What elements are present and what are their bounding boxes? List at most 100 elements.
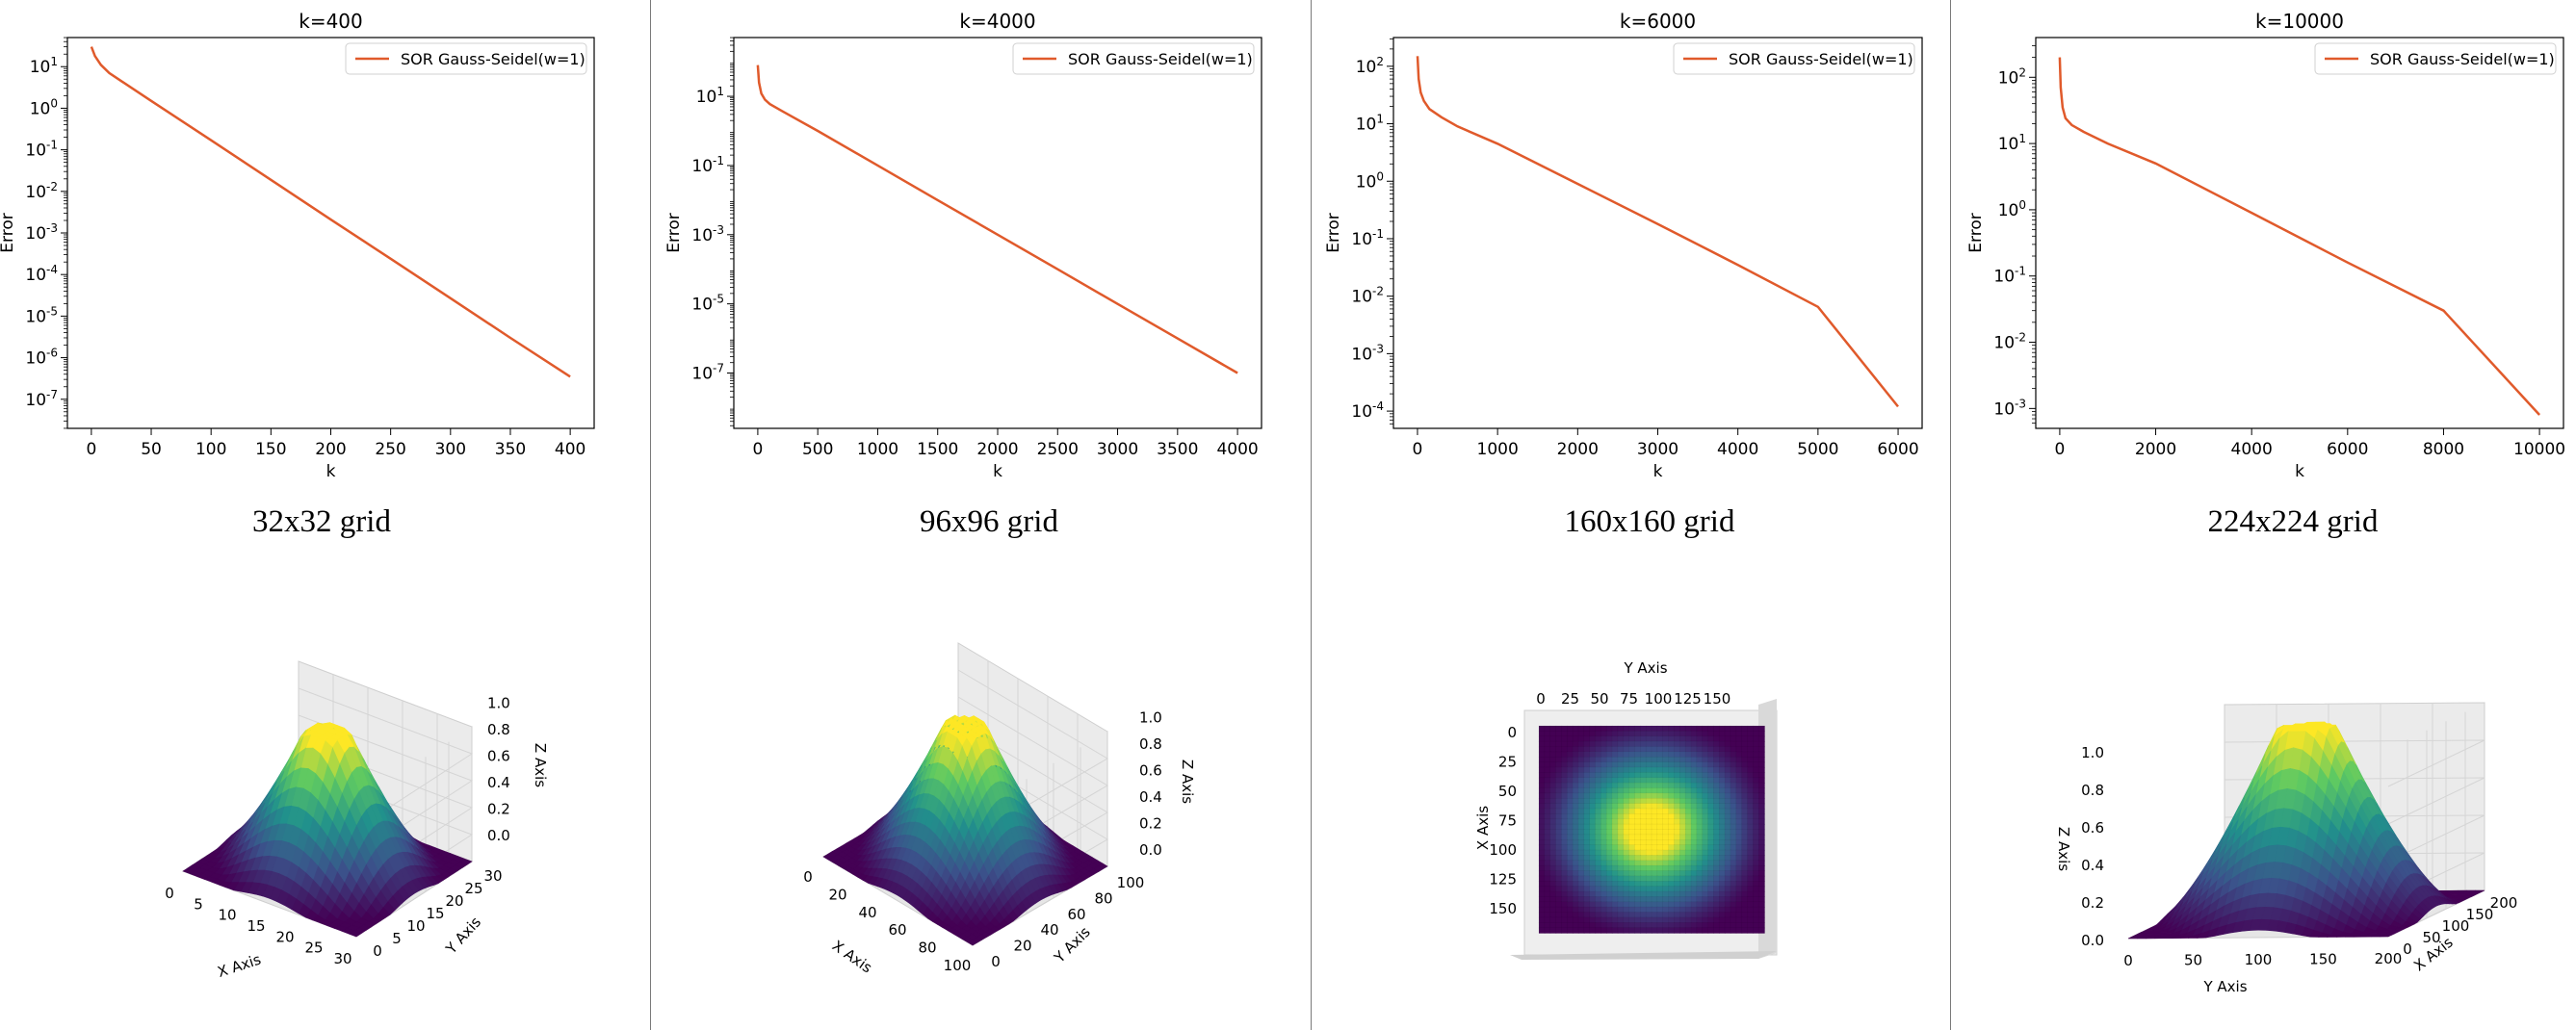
surface-patch [1662, 896, 1670, 903]
surface-patch [1730, 782, 1737, 789]
surface-patch [1753, 849, 1759, 857]
legend-box [345, 42, 587, 75]
surface-patch [1555, 906, 1563, 914]
surface-patch [1538, 855, 1546, 862]
surface-patch [1617, 823, 1625, 831]
surface-patch [1628, 740, 1636, 748]
surface-patch [1718, 890, 1726, 898]
surface-patch [1561, 772, 1569, 779]
surface-patch [1741, 834, 1749, 841]
surface-patch [1718, 813, 1726, 820]
surface-patch [1572, 731, 1579, 737]
surface-patch [1634, 916, 1642, 924]
surface-patch [1718, 751, 1726, 759]
surface-patch [1757, 766, 1765, 774]
x-tick-label: 125 [1489, 871, 1517, 888]
surface-patch [1628, 906, 1636, 914]
surface-patch [1538, 808, 1546, 815]
surface-patch [1567, 855, 1574, 862]
surface-patch [1561, 766, 1569, 774]
surface-patch [1713, 834, 1720, 841]
y-tick-label: 60 [1067, 906, 1085, 923]
surface-patch [1640, 829, 1647, 836]
surface-patch [1651, 886, 1658, 892]
surface-patch [1640, 855, 1647, 862]
surface-patch [1651, 834, 1658, 841]
surface-patch [1577, 813, 1585, 820]
surface-patch [1572, 912, 1579, 918]
surface-patch [1549, 725, 1557, 733]
surface-patch [1741, 875, 1749, 883]
surface-patch [1538, 761, 1546, 768]
surface-patch [1572, 875, 1579, 883]
surface-patch [1595, 844, 1602, 851]
surface-patch [1577, 731, 1585, 737]
surface-patch [1561, 829, 1569, 836]
surface-patch [1549, 896, 1557, 903]
surface-patch [1544, 772, 1551, 779]
surface-patch [1674, 834, 1681, 841]
y-tick-label: 20 [445, 892, 463, 910]
surface-patch [1747, 844, 1755, 851]
y-axis-label: Y Axis [1623, 659, 1667, 677]
surface-patch [1707, 834, 1715, 841]
surface-patch [1555, 844, 1563, 851]
y-tick-label: 10-1 [691, 154, 724, 176]
x-axis-label: k [993, 462, 1002, 481]
surface-patch [1572, 916, 1579, 924]
surface-patch [1753, 772, 1759, 779]
surface-patch [1713, 886, 1720, 892]
surface-patch [1713, 740, 1720, 748]
surface-patch [1645, 761, 1652, 768]
surface-patch [1583, 855, 1591, 862]
surface-patch [1572, 782, 1579, 789]
surface-patch [1684, 761, 1692, 768]
surface-patch [1674, 829, 1681, 836]
surface-patch [1583, 849, 1591, 857]
surface-patch [1730, 906, 1737, 914]
surface-patch [1617, 761, 1625, 768]
surface-patch [1735, 731, 1743, 737]
surface-patch [1668, 803, 1676, 810]
surface-patch [1730, 803, 1737, 810]
surface-patch [1595, 731, 1602, 737]
surface-patch [1684, 792, 1692, 800]
surface-patch [1572, 813, 1579, 820]
surface-patch [1735, 906, 1743, 914]
surface-patch [1656, 890, 1664, 898]
x-axis-label: X Axis [829, 937, 875, 976]
surface-patch [1668, 875, 1676, 883]
surface-patch [1595, 787, 1602, 794]
surface-patch [1611, 870, 1619, 877]
surface-patch [1684, 834, 1692, 841]
surface-patch [1561, 751, 1569, 759]
surface-patch [1668, 792, 1676, 800]
x-tick-label: 80 [918, 940, 936, 957]
surface-patch [1583, 886, 1591, 892]
surface-patch [1702, 927, 1709, 934]
y-tick-label: 101 [696, 85, 724, 107]
chart-title: k=400 [299, 10, 363, 33]
surface-patch [1561, 803, 1569, 810]
surface-patch [1549, 761, 1557, 768]
surface-patch [1595, 772, 1602, 779]
surface-patch [1662, 787, 1670, 794]
surface-patch [1702, 906, 1709, 914]
surface-patch [1690, 829, 1698, 836]
surface-patch [1645, 912, 1652, 918]
surface-patch [1713, 751, 1720, 759]
surface-patch [1640, 916, 1647, 924]
surface-patch [1684, 782, 1692, 789]
x-tick-label: 0 [2054, 440, 2065, 459]
surface-patch [1561, 886, 1569, 892]
z-tick-label: 0.4 [2081, 857, 2104, 874]
surface-patch [1611, 912, 1619, 918]
surface-patch [1718, 792, 1726, 800]
surface-patch [1757, 740, 1765, 748]
surface-patch [1702, 849, 1709, 857]
surface-patch [1651, 875, 1658, 883]
legend-label: SOR Gauss-Seidel(w=1) [401, 50, 585, 68]
y-tick-label: 50 [2184, 952, 2202, 969]
y-tick-label: 10-5 [25, 304, 58, 326]
surface-patch [1753, 823, 1759, 831]
